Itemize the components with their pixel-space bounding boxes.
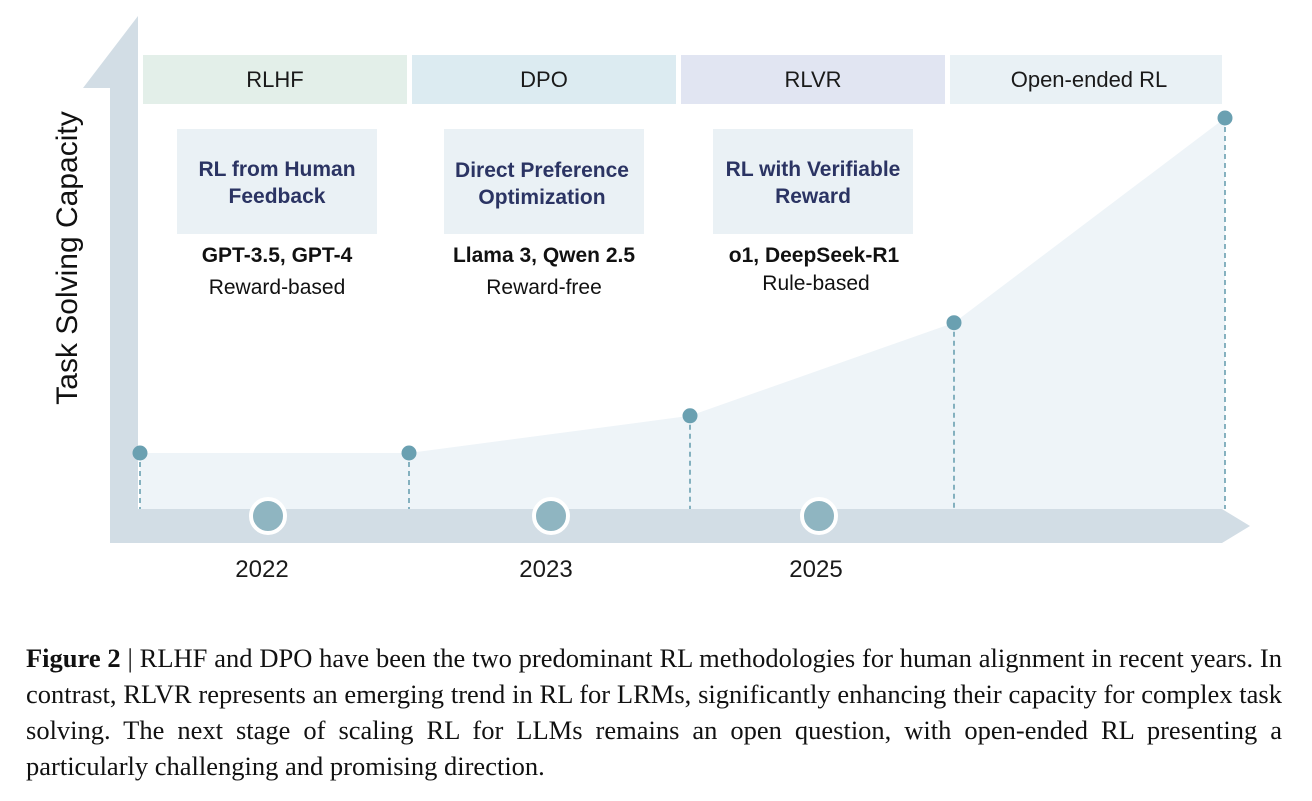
method-box-rlvr: RL with Verifiable Reward <box>713 129 913 234</box>
capacity-point <box>1217 110 1233 126</box>
year-marker-2025: 2025 <box>789 497 843 583</box>
model-examples-rlhf: GPT-3.5, GPT-4 <box>202 244 353 267</box>
capacity-point <box>132 445 148 461</box>
capacity-point <box>682 408 698 424</box>
y-axis-label: Task Solving Capacity <box>51 111 84 404</box>
x-axis-arrow <box>110 509 1250 543</box>
model-examples-dpo: Llama 3, Qwen 2.5 <box>453 244 635 267</box>
method-box-rlhf: RL from Human Feedback <box>177 129 377 234</box>
stage-header-open-ended-rl: Open-ended RL <box>950 55 1222 104</box>
method-title-line: Direct Preference <box>455 159 629 182</box>
method-title-line: Optimization <box>478 186 605 209</box>
stage-header-label: Open-ended RL <box>1011 67 1168 92</box>
year-marker-2022: 2022 <box>235 497 289 583</box>
stage-header-rlhf: RLHF <box>143 55 407 104</box>
stage-header-label: DPO <box>520 67 568 92</box>
capacity-point <box>401 445 417 461</box>
method-title-line: Feedback <box>229 185 326 208</box>
method-box-dpo: Direct Preference Optimization <box>444 129 644 234</box>
model-examples-rlvr: o1, DeepSeek-R1 <box>729 244 900 267</box>
caption-text: RLHF and DPO have been the two predomina… <box>26 643 1282 781</box>
method-title-line: Reward <box>775 185 851 208</box>
approach-type-dpo: Reward-free <box>486 276 602 299</box>
stage-header-label: RLVR <box>784 67 841 92</box>
capacity-points <box>132 110 1233 509</box>
approach-type-rlhf: Reward-based <box>209 276 346 299</box>
method-title-line: RL from Human <box>198 158 355 181</box>
rl-timeline-diagram: Task Solving Capacity RLHF DPO RLVR Open… <box>51 16 1250 583</box>
method-title-line: RL with Verifiable <box>726 158 901 181</box>
year-marker-2023: 2023 <box>519 497 573 583</box>
stage-header-rlvr: RLVR <box>681 55 945 104</box>
capacity-point <box>946 315 962 331</box>
year-label: 2023 <box>519 556 572 583</box>
figure-label: Figure 2 <box>26 643 121 673</box>
approach-type-rlvr: Rule-based <box>762 272 869 295</box>
stage-header-dpo: DPO <box>412 55 676 104</box>
stage-header-label: RLHF <box>246 67 303 92</box>
year-label: 2025 <box>789 556 842 583</box>
capacity-area <box>140 118 1225 509</box>
y-axis-arrow <box>83 16 138 543</box>
year-label: 2022 <box>235 556 288 583</box>
figure-caption: Figure 2 | RLHF and DPO have been the tw… <box>26 640 1282 784</box>
caption-separator: | <box>120 643 140 673</box>
